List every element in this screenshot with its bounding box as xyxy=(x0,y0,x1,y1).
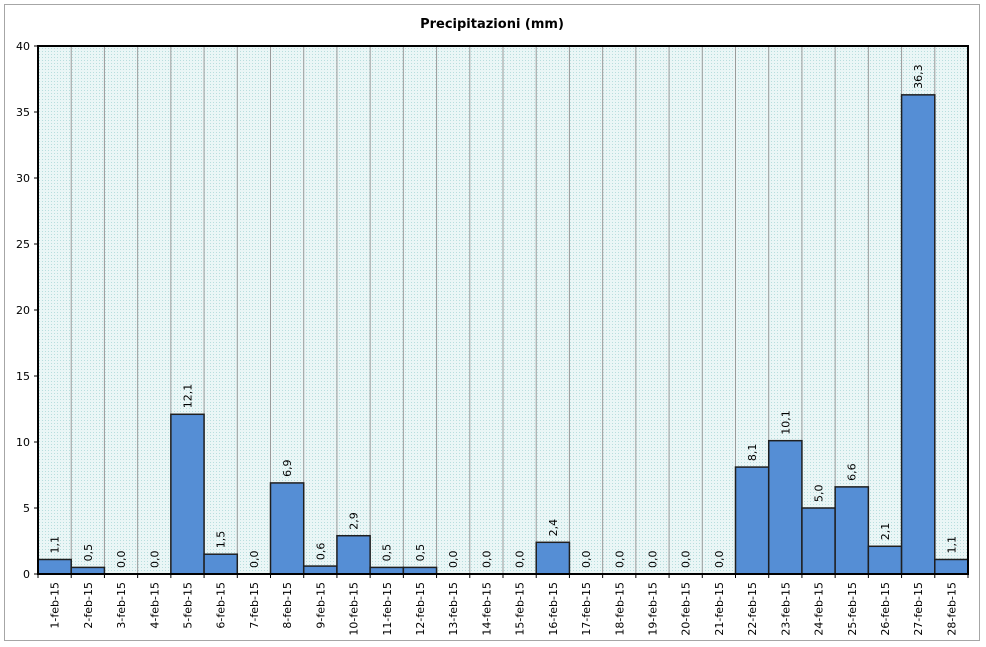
data-label-28-feb-15: 1,1 xyxy=(945,536,958,554)
data-label-10-feb-15: 2,9 xyxy=(348,512,361,530)
data-label-1-feb-15: 1,1 xyxy=(49,536,62,554)
x-tick-label-17-feb-15: 17-feb-15 xyxy=(580,582,593,636)
data-label-26-feb-15: 2,1 xyxy=(879,523,892,541)
y-tick-label: 10 xyxy=(16,436,30,449)
x-tick-label-10-feb-15: 10-feb-15 xyxy=(348,582,361,636)
data-label-25-feb-15: 6,6 xyxy=(846,463,859,481)
x-tick-label-14-feb-15: 14-feb-15 xyxy=(480,582,493,636)
bar-8-feb-15 xyxy=(269,482,305,575)
x-tick-label-12-feb-15: 12-feb-15 xyxy=(414,582,427,636)
x-tick-label-23-feb-15: 23-feb-15 xyxy=(779,582,792,636)
x-tick-label-6-feb-15: 6-feb-15 xyxy=(215,582,228,629)
x-tick-label-20-feb-15: 20-feb-15 xyxy=(680,582,693,636)
data-label-7-feb-15: 0,0 xyxy=(248,551,261,569)
x-tick-label-1-feb-15: 1-feb-15 xyxy=(49,582,62,629)
bar-22-feb-15 xyxy=(734,466,770,575)
data-label-9-feb-15: 0,6 xyxy=(314,543,327,561)
x-tick-label-2-feb-15: 2-feb-15 xyxy=(82,582,95,629)
bar-10-feb-15 xyxy=(336,534,371,575)
y-axis: 0 5 10 15 20 25 30 35 40 xyxy=(16,40,38,581)
y-tick-label: 40 xyxy=(16,40,30,53)
bar-25-feb-15 xyxy=(834,486,870,575)
plot-border xyxy=(37,45,969,575)
data-label-13-feb-15: 0,0 xyxy=(447,551,460,569)
data-label-6-feb-15: 1,5 xyxy=(215,531,228,549)
x-tick-label-24-feb-15: 24-feb-15 xyxy=(813,582,826,636)
bar-5-feb-15 xyxy=(170,413,205,575)
x-tick-label-5-feb-15: 5-feb-15 xyxy=(181,582,194,629)
data-label-15-feb-15: 0,0 xyxy=(514,551,527,569)
data-label-4-feb-15: 0,0 xyxy=(148,551,161,569)
x-tick-label-8-feb-15: 8-feb-15 xyxy=(281,582,294,629)
x-tick-label-15-feb-15: 15-feb-15 xyxy=(514,582,527,636)
chart-title: Precipitazioni (mm) xyxy=(420,17,564,32)
x-tick-label-27-feb-15: 27-feb-15 xyxy=(912,582,925,636)
x-tick-label-7-feb-15: 7-feb-15 xyxy=(248,582,261,629)
x-tick-label-28-feb-15: 28-feb-15 xyxy=(945,582,958,636)
x-tick-label-16-feb-15: 16-feb-15 xyxy=(547,582,560,636)
data-label-14-feb-15: 0,0 xyxy=(480,551,493,569)
data-labels: 1,1 0,5 0,0 0,0 12,1 1,5 0,0 6,9 0,6 2,9 0,5 0,5 0,0… xyxy=(49,64,959,568)
x-tick-label-3-feb-15: 3-feb-15 xyxy=(115,582,128,629)
data-label-5-feb-15: 12,1 xyxy=(181,384,194,409)
y-tick-label: 0 xyxy=(23,568,30,581)
data-label-2-feb-15: 0,5 xyxy=(82,544,95,562)
bar-1-feb-15 xyxy=(37,558,72,575)
bar-6-feb-15 xyxy=(203,553,239,575)
bar-16-feb-15 xyxy=(535,541,571,575)
x-tick-label-19-feb-15: 19-feb-15 xyxy=(646,582,659,636)
y-tick-label: 5 xyxy=(23,502,30,515)
y-tick-label: 35 xyxy=(16,106,30,119)
x-tick-label-26-feb-15: 26-feb-15 xyxy=(879,582,892,636)
bar-23-feb-15 xyxy=(767,439,803,575)
x-tick-label-11-feb-15: 11-feb-15 xyxy=(381,582,394,636)
x-tick-label-25-feb-15: 25-feb-15 xyxy=(846,582,859,636)
y-tick-label: 15 xyxy=(16,370,30,383)
bar-9-feb-15 xyxy=(302,565,338,575)
data-label-12-feb-15: 0,5 xyxy=(414,544,427,562)
data-label-17-feb-15: 0,0 xyxy=(580,551,593,569)
data-label-20-feb-15: 0,0 xyxy=(680,551,693,569)
bar-27-feb-15 xyxy=(900,94,936,575)
data-label-27-feb-15: 36,3 xyxy=(912,64,925,89)
bars xyxy=(37,94,969,575)
x-tick-label-18-feb-15: 18-feb-15 xyxy=(613,582,626,636)
data-label-21-feb-15: 0,0 xyxy=(713,551,726,569)
x-tick-label-9-feb-15: 9-feb-15 xyxy=(314,582,327,629)
data-label-23-feb-15: 10,1 xyxy=(779,410,792,435)
bar-26-feb-15 xyxy=(867,545,903,575)
x-axis: 1-feb-15 2-feb-15 3-feb-15 4-feb-15 5-feb-15… xyxy=(37,574,969,636)
data-label-19-feb-15: 0,0 xyxy=(646,551,659,569)
bar-24-feb-15 xyxy=(801,507,836,575)
x-tick-label-22-feb-15: 22-feb-15 xyxy=(746,582,759,636)
data-label-24-feb-15: 5,0 xyxy=(813,485,826,503)
x-tick-label-21-feb-15: 21-feb-15 xyxy=(713,582,726,636)
bar-28-feb-15 xyxy=(934,558,969,575)
data-label-16-feb-15: 2,4 xyxy=(547,519,560,537)
x-tick-label-13-feb-15: 13-feb-15 xyxy=(447,582,460,636)
x-tick-label-4-feb-15: 4-feb-15 xyxy=(148,582,161,629)
data-label-8-feb-15: 6,9 xyxy=(281,459,294,477)
y-tick-label: 25 xyxy=(16,238,30,251)
data-label-18-feb-15: 0,0 xyxy=(613,551,626,569)
y-tick-label: 20 xyxy=(16,304,30,317)
data-label-3-feb-15: 0,0 xyxy=(115,551,128,569)
data-label-11-feb-15: 0,5 xyxy=(381,544,394,562)
data-label-22-feb-15: 8,1 xyxy=(746,444,759,462)
y-tick-label: 30 xyxy=(16,172,30,185)
